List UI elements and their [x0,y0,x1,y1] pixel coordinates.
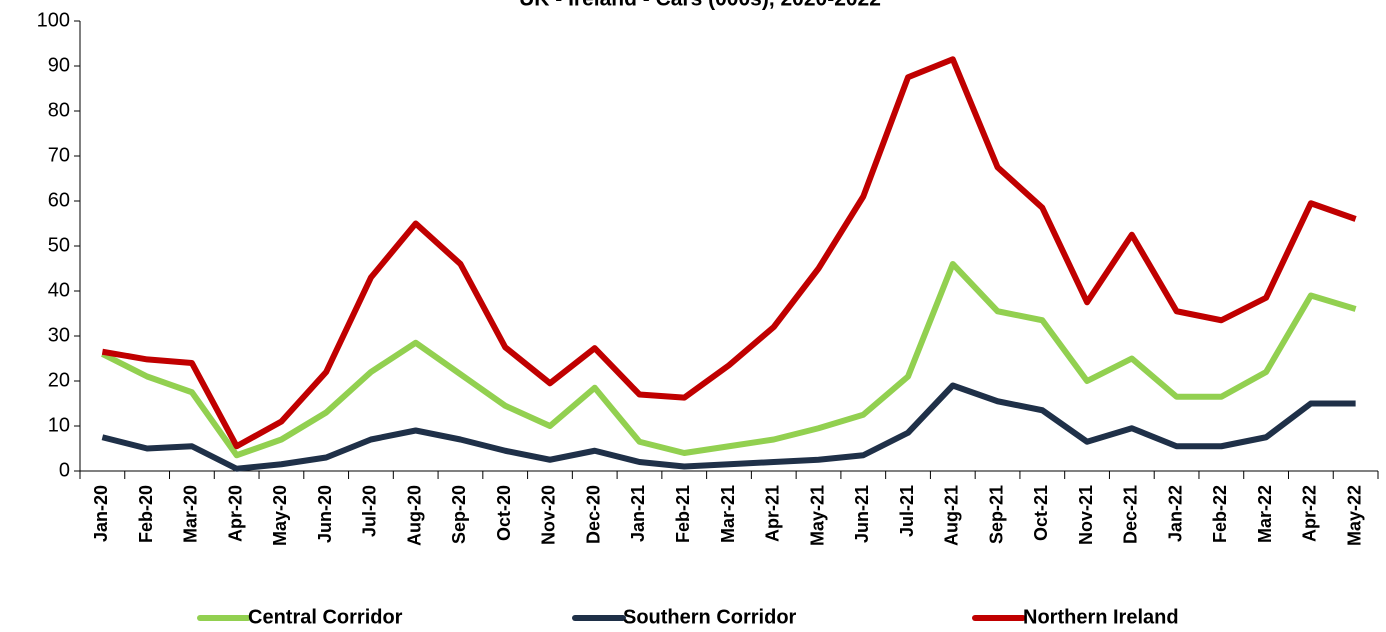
line-series [101,382,1356,472]
x-tick-label: Jul-21 [897,485,917,537]
x-tick-label: Apr-21 [763,485,783,542]
x-tick-label: Feb-22 [1210,485,1230,543]
x-tick-label: Jul-20 [360,485,380,537]
x-tick-label: Aug-20 [404,485,424,546]
x-tick-label: Apr-20 [225,485,245,542]
y-tick-label: 70 [48,144,70,166]
y-tick-label: 90 [48,54,70,76]
chart-title: UK - Ireland - Cars (000s), 2020-2022 [519,0,881,11]
x-tick-label: Nov-21 [1076,485,1096,545]
x-tick-label: Sep-20 [449,485,469,544]
x-tick-label: May-20 [270,485,290,546]
x-tick-label: Nov-20 [539,485,559,545]
x-tick-label: Dec-21 [1121,485,1141,544]
y-tick-label: 80 [48,99,70,121]
x-tick-label: Oct-20 [494,485,514,541]
line-series [101,56,1357,450]
x-tick-label: Apr-22 [1300,485,1320,542]
legend-label: Central Corridor [248,606,403,628]
x-tick-label: Mar-22 [1255,485,1275,543]
y-tick-label: 60 [48,189,70,211]
x-tick-label: Jun-21 [852,485,872,543]
x-tick-label: Oct-21 [1031,485,1051,541]
legend-label: Southern Corridor [623,606,797,628]
y-tick-label: 0 [59,459,70,481]
y-tick-label: 40 [48,279,70,301]
y-tick-label: 100 [37,9,70,31]
x-tick-label: Mar-20 [181,485,201,543]
x-tick-label: Jan-22 [1165,485,1185,542]
x-tick-label: Jan-21 [628,485,648,542]
x-tick-label: Feb-20 [136,485,156,543]
x-tick-label: Sep-21 [986,485,1006,544]
y-tick-label: 50 [48,234,70,256]
y-tick-label: 30 [48,324,70,346]
x-tick-label: Dec-20 [583,485,603,544]
x-tick-label: Feb-21 [673,485,693,543]
x-tick-label: May-22 [1344,485,1364,546]
y-tick-label: 20 [48,369,70,391]
x-tick-label: May-21 [807,485,827,546]
y-tick-label: 10 [48,414,70,436]
x-tick-label: Aug-21 [942,485,962,546]
legend-label: Northern Ireland [1023,606,1179,628]
x-tick-label: Jun-20 [315,485,335,543]
line-series [101,261,1357,459]
x-tick-label: Jan-20 [91,485,111,542]
x-tick-label: Mar-21 [718,485,738,543]
